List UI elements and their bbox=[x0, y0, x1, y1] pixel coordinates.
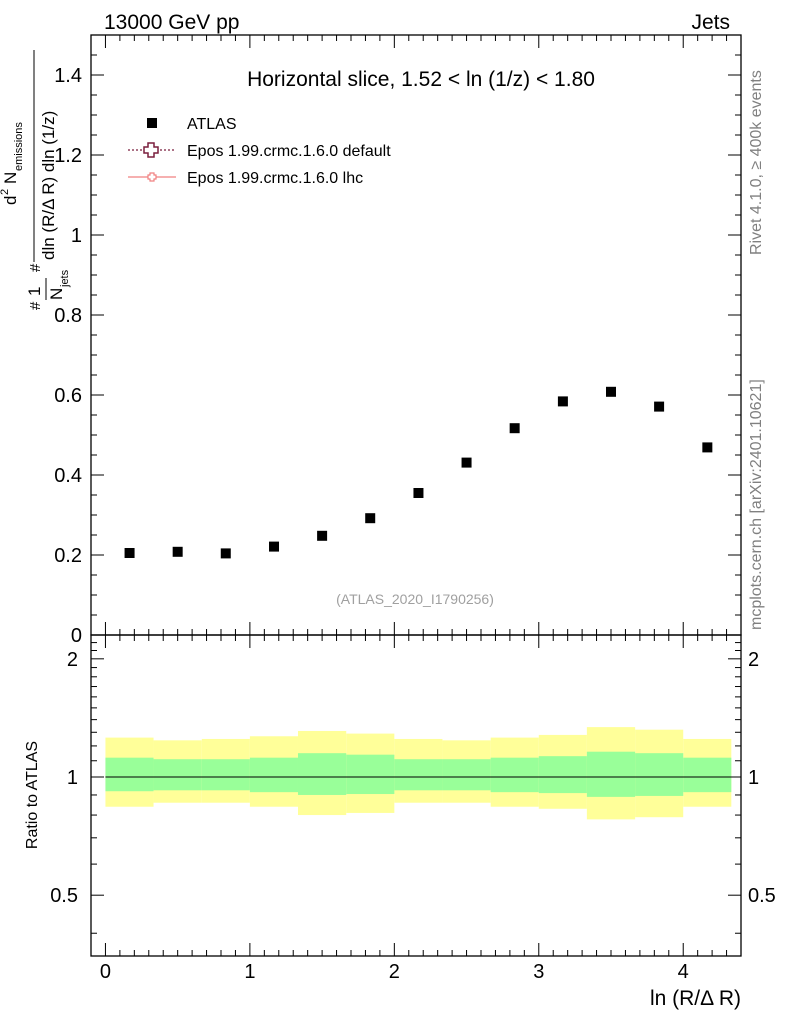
atlas-data-point bbox=[654, 401, 665, 412]
legend-epos-lhc-label: Epos 1.99.crmc.1.6.0 lhc bbox=[187, 170, 363, 187]
ratio-stat-band bbox=[538, 756, 587, 794]
legend-epos-default-marker bbox=[143, 142, 159, 158]
x-axis-label: ln (R/Δ R) bbox=[650, 987, 741, 1010]
ratio-ytick-label-right: 1 bbox=[748, 767, 759, 789]
atlas-data-point bbox=[220, 548, 231, 559]
main-ytick-label: 0.8 bbox=[54, 305, 82, 327]
atlas-data-point bbox=[509, 423, 520, 434]
ratio-ytick-label-left: 1 bbox=[67, 767, 78, 789]
legend-atlas-marker bbox=[147, 118, 157, 128]
ratio-stat-band bbox=[346, 754, 395, 795]
xtick-label: 1 bbox=[244, 961, 255, 983]
ratio-uncertainty-bands bbox=[105, 727, 732, 820]
atlas-data-points bbox=[124, 386, 713, 559]
main-ytick-label: 0.2 bbox=[54, 545, 82, 567]
ylabel-hash-1: # bbox=[27, 301, 44, 310]
ratio-stat-band bbox=[586, 751, 636, 797]
x-tick-labels: 0 1 2 3 4 bbox=[100, 961, 689, 983]
ylabel-N-sub: emissions bbox=[13, 122, 25, 171]
ratio-ytick-label-left: 0.5 bbox=[50, 885, 78, 907]
ylabel-d2: d bbox=[1, 196, 20, 205]
ratio-stat-band bbox=[683, 757, 732, 793]
atlas-data-point bbox=[365, 513, 376, 524]
mcplots-label: mcplots.cern.ch [arXiv:2401.10621] bbox=[748, 379, 765, 630]
main-axis-ticks bbox=[91, 34, 742, 636]
ratio-stat-band bbox=[105, 757, 154, 792]
atlas-data-point bbox=[172, 546, 183, 557]
ylabel-d2-sup: 2 bbox=[0, 189, 11, 195]
main-ytick-label: 1.4 bbox=[54, 65, 82, 87]
ylabel-frac-numerator: 1 bbox=[25, 287, 44, 296]
xtick-label: 0 bbox=[100, 961, 111, 983]
main-ytick-label: 0 bbox=[71, 625, 82, 647]
ratio-stat-band bbox=[153, 759, 202, 791]
ylabel-hash-2: # bbox=[27, 263, 44, 272]
ratio-y-axis-label: Ratio to ATLAS bbox=[24, 741, 41, 849]
atlas-data-point bbox=[124, 548, 135, 558]
ylabel-N: N bbox=[1, 172, 20, 184]
ratio-ytick-label-left: 2 bbox=[67, 649, 78, 671]
legend: ATLAS Epos 1.99.crmc.1.6.0 default Epos … bbox=[128, 116, 391, 187]
rivet-version-label: Rivet 4.1.0, ≥ 400k events bbox=[748, 70, 765, 255]
xtick-label: 2 bbox=[389, 961, 400, 983]
legend-atlas-label: ATLAS bbox=[187, 116, 237, 133]
ratio-stat-band bbox=[394, 759, 443, 791]
main-ytick-label: 0.4 bbox=[54, 465, 82, 487]
ylabel-denominator: dln (R/Δ R) dln (1/z) bbox=[39, 111, 58, 260]
analysis-watermark: (ATLAS_2020_I1790256) bbox=[336, 591, 494, 607]
ylabel-frac-denominator: N bbox=[47, 288, 66, 300]
ratio-axis-ticks bbox=[91, 635, 742, 956]
ratio-stat-band bbox=[249, 757, 298, 793]
atlas-data-point bbox=[606, 386, 616, 397]
ratio-panel-frame bbox=[90, 634, 742, 957]
ratio-stat-band bbox=[442, 759, 491, 791]
main-ytick-label: 1.2 bbox=[54, 145, 82, 167]
atlas-data-point bbox=[413, 488, 424, 498]
header-left: 13000 GeV pp bbox=[104, 11, 239, 34]
ratio-ytick-label-right: 2 bbox=[748, 649, 759, 671]
legend-epos-lhc-marker bbox=[147, 172, 157, 182]
ratio-stat-band bbox=[297, 753, 347, 795]
plot-title: Horizontal slice, 1.52 < ln (1/z) < 1.80 bbox=[247, 68, 595, 91]
main-ytick-label: 0.6 bbox=[54, 385, 82, 407]
ratio-stat-band bbox=[635, 753, 684, 796]
xtick-label: 3 bbox=[533, 961, 544, 983]
legend-epos-default-label: Epos 1.99.crmc.1.6.0 default bbox=[187, 143, 391, 160]
header-right: Jets bbox=[691, 11, 730, 34]
atlas-data-point bbox=[702, 442, 713, 453]
ratio-ytick-label-right: 0.5 bbox=[748, 885, 776, 907]
atlas-data-point bbox=[557, 396, 568, 407]
ratio-stat-band bbox=[490, 757, 539, 793]
atlas-data-point bbox=[317, 530, 328, 541]
ratio-stat-band bbox=[201, 759, 250, 791]
xtick-label: 4 bbox=[678, 961, 689, 983]
atlas-data-point bbox=[269, 541, 280, 552]
ratio-y-tick-labels: 0.5 0.5 1 1 2 2 bbox=[50, 649, 776, 907]
main-y-axis-label: # 1 N jets # d 2 N emissions dln (R/Δ R)… bbox=[0, 50, 71, 310]
ylabel-frac-denominator-sub: jets bbox=[59, 269, 71, 288]
main-y-tick-labels: 0 0.2 0.4 0.6 0.8 1 1.2 1.4 bbox=[54, 65, 82, 647]
atlas-data-point bbox=[461, 457, 472, 468]
main-ytick-label: 1 bbox=[71, 225, 82, 247]
